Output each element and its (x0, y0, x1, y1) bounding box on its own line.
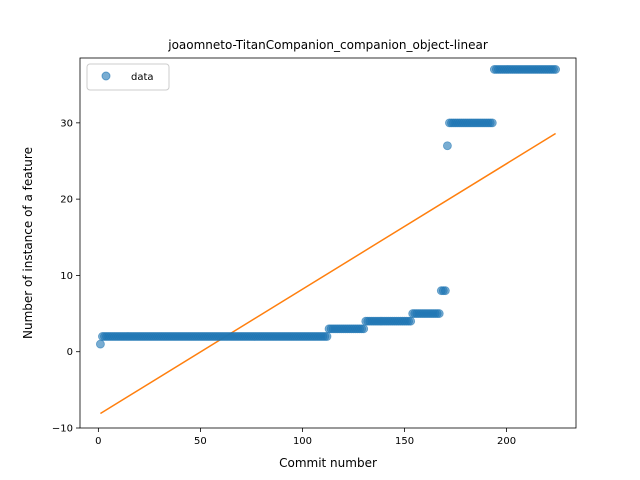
data-point (359, 324, 369, 334)
data-point (440, 286, 450, 296)
data-point (487, 118, 497, 128)
data-point (434, 309, 444, 318)
data-points-layer (96, 65, 560, 349)
x-axis-ticks: 0 50 100 150 200 (95, 428, 516, 447)
data-point (551, 65, 560, 74)
legend-label-data: data (131, 72, 154, 83)
fit-line (100, 132, 556, 415)
axes-frame (79, 57, 577, 429)
y-axis-ticks: −10 0 10 20 30 (52, 118, 80, 435)
data-point (96, 339, 105, 349)
legend-box (86, 63, 170, 91)
y-tick-label: 10 (60, 271, 73, 282)
y-tick-label: 20 (60, 195, 73, 206)
fit-line-layer (100, 132, 556, 415)
y-tick-label: 30 (60, 118, 73, 129)
x-tick-label: 50 (194, 436, 207, 447)
y-tick-label: −10 (52, 424, 73, 435)
x-axis-label: Commit number (279, 456, 377, 470)
data-point (443, 141, 452, 151)
x-tick-label: 100 (293, 436, 312, 447)
legend: data (86, 63, 170, 91)
chart-title: joaomneto-TitanCompanion_companion_objec… (167, 38, 488, 52)
y-tick-label: 0 (67, 347, 73, 358)
legend-marker-data (101, 71, 111, 81)
data-point (322, 332, 332, 341)
y-axis-label: Number of instance of a feature (21, 147, 35, 339)
x-tick-label: 150 (395, 436, 414, 447)
x-tick-label: 200 (497, 436, 516, 447)
x-tick-label: 0 (95, 436, 101, 447)
data-point (406, 316, 416, 326)
